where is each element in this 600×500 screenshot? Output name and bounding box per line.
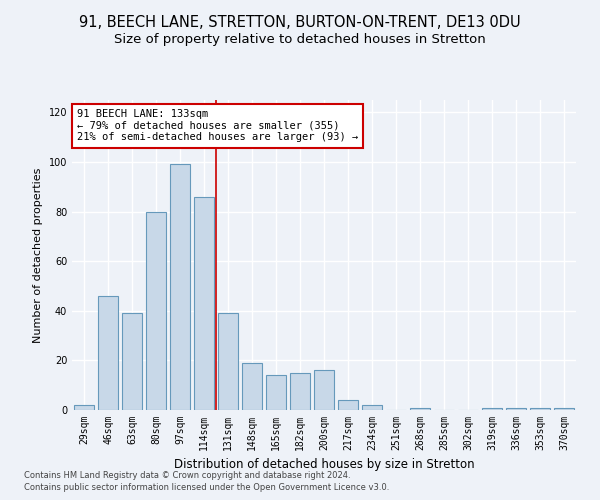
- Bar: [530, 408, 550, 410]
- Bar: [290, 373, 310, 410]
- Text: Contains public sector information licensed under the Open Government Licence v3: Contains public sector information licen…: [24, 484, 389, 492]
- Bar: [74, 405, 94, 410]
- Text: 91, BEECH LANE, STRETTON, BURTON-ON-TRENT, DE13 0DU: 91, BEECH LANE, STRETTON, BURTON-ON-TREN…: [79, 15, 521, 30]
- Bar: [146, 212, 166, 410]
- Bar: [242, 363, 262, 410]
- Bar: [170, 164, 190, 410]
- Bar: [410, 408, 430, 410]
- X-axis label: Distribution of detached houses by size in Stretton: Distribution of detached houses by size …: [173, 458, 475, 471]
- Bar: [98, 296, 118, 410]
- Bar: [122, 314, 142, 410]
- Bar: [554, 408, 574, 410]
- Bar: [506, 408, 526, 410]
- Bar: [218, 314, 238, 410]
- Text: 91 BEECH LANE: 133sqm
← 79% of detached houses are smaller (355)
21% of semi-det: 91 BEECH LANE: 133sqm ← 79% of detached …: [77, 110, 358, 142]
- Y-axis label: Number of detached properties: Number of detached properties: [33, 168, 43, 342]
- Text: Contains HM Land Registry data © Crown copyright and database right 2024.: Contains HM Land Registry data © Crown c…: [24, 471, 350, 480]
- Text: Size of property relative to detached houses in Stretton: Size of property relative to detached ho…: [114, 32, 486, 46]
- Bar: [362, 405, 382, 410]
- Bar: [482, 408, 502, 410]
- Bar: [266, 376, 286, 410]
- Bar: [338, 400, 358, 410]
- Bar: [314, 370, 334, 410]
- Bar: [194, 196, 214, 410]
